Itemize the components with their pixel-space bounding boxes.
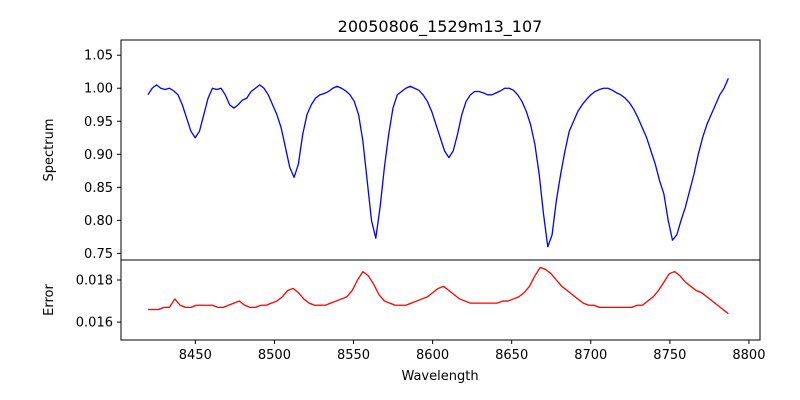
spectrum-series-line <box>147 78 729 248</box>
spectrum-y-tick-label: 0.75 <box>84 247 113 262</box>
chart-title: 20050806_1529m13_107 <box>338 17 543 37</box>
spectrum-y-tick-label: 1.05 <box>84 49 113 64</box>
x-axis-label: Wavelength <box>401 369 478 384</box>
error-axes-frame <box>120 259 761 341</box>
spectrum-y-tick-label: 0.90 <box>84 148 113 163</box>
spectrum-panel: Spectrum 0.75 0.80 0.85 0.90 0.95 1.00 1.05 <box>42 39 761 262</box>
x-tick-label: 8650 <box>495 348 528 363</box>
x-axis: 8450 8500 8550 8600 8650 8700 8750 8800 <box>179 340 765 363</box>
x-tick-label: 8550 <box>337 348 370 363</box>
x-tick-label: 8600 <box>416 348 449 363</box>
spectrum-y-tick-label: 0.85 <box>84 181 113 196</box>
error-panel: Error 0.016 0.018 <box>42 259 761 341</box>
spectrum-y-axis-label: Spectrum <box>42 119 57 182</box>
x-tick-label: 8500 <box>258 348 291 363</box>
error-series-line <box>147 266 729 315</box>
error-plot-area <box>121 260 760 340</box>
error-y-tick-label: 0.018 <box>76 274 113 289</box>
spectrum-y-tick-label: 0.95 <box>84 115 113 130</box>
spectrum-y-tick-label: 0.80 <box>84 214 113 229</box>
spectrum-plot-area <box>121 40 760 260</box>
x-tick-label: 8450 <box>179 348 212 363</box>
x-tick-label: 8750 <box>653 348 686 363</box>
x-tick-label: 8800 <box>732 348 765 363</box>
spectrum-y-tick-label: 1.00 <box>84 82 113 97</box>
error-y-axis-label: Error <box>42 284 57 316</box>
error-y-tick-label: 0.016 <box>76 316 113 331</box>
x-tick-label: 8700 <box>574 348 607 363</box>
